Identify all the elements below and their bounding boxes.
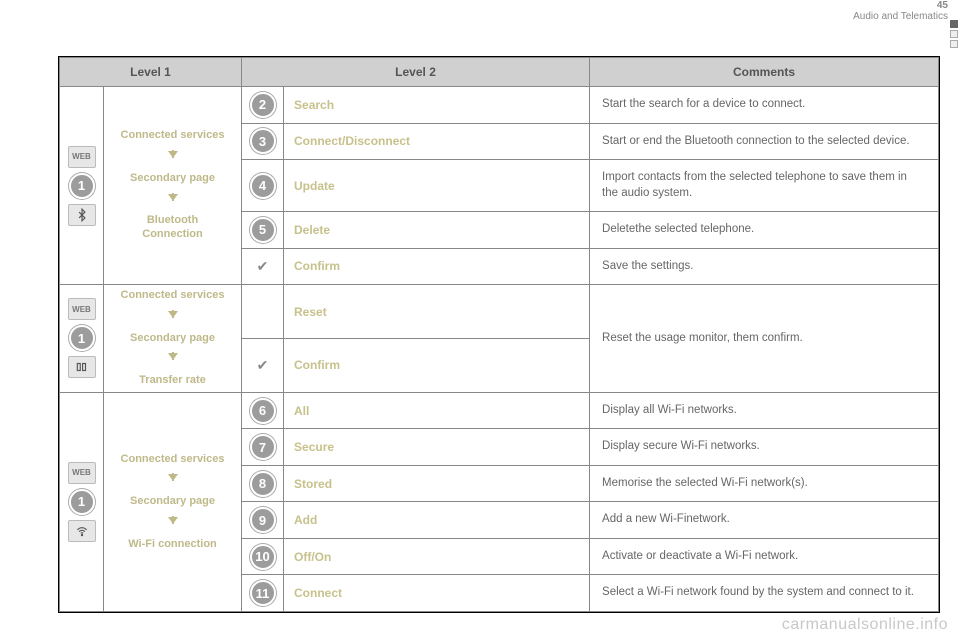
- col-level2: Level 2: [242, 58, 590, 87]
- comment: Select a Wi-Fi network found by the syst…: [590, 575, 939, 612]
- step-num: 8: [242, 465, 284, 502]
- table-row: WEB 1 Connected services Secondary page …: [60, 285, 939, 339]
- step-num: 5: [242, 212, 284, 249]
- step-num: 6: [242, 392, 284, 429]
- sidebar-marker: [950, 40, 958, 48]
- step-num: 4: [242, 160, 284, 212]
- lvl1-wifi: Connected services Secondary page Wi-Fi …: [104, 392, 242, 611]
- lvl2-label: Update: [284, 160, 590, 212]
- watermark: carmanualsonline.info: [782, 616, 948, 634]
- comment: Reset the usage monitor, them confirm.: [590, 285, 939, 393]
- lvl2-label: Confirm: [284, 248, 590, 285]
- comment: Display all Wi-Fi networks.: [590, 392, 939, 429]
- step-num: 11: [242, 575, 284, 612]
- lvl1-text: Wi-Fi connection: [106, 538, 239, 552]
- comment: Import contacts from the selected teleph…: [590, 160, 939, 212]
- settings-table: Level 1 Level 2 Comments WEB 1 Connected…: [58, 56, 940, 613]
- comment: Save the settings.: [590, 248, 939, 285]
- step-num: 7: [242, 429, 284, 466]
- checkmark-icon: ✔: [242, 248, 284, 285]
- lvl2-label: All: [284, 392, 590, 429]
- lvl2-label: Delete: [284, 212, 590, 249]
- lvl2-label: Stored: [284, 465, 590, 502]
- step-num: 3: [242, 123, 284, 160]
- sidebar-marker: [950, 30, 958, 38]
- lvl1-text: Secondary page: [106, 332, 239, 346]
- lvl1-text: Secondary page: [106, 495, 239, 509]
- comment: Add a new Wi-Finetwork.: [590, 502, 939, 539]
- lvl2-label: Add: [284, 502, 590, 539]
- bluetooth-icon: [68, 204, 96, 226]
- lvl1-text: Bluetooth: [106, 214, 239, 228]
- step-circle: 1: [69, 489, 95, 515]
- web-icon: WEB: [68, 146, 96, 168]
- lvl1-text: Connection: [106, 228, 239, 242]
- arrow-down-icon: [168, 345, 178, 374]
- checkmark-icon: ✔: [242, 338, 284, 392]
- section-title: Audio and Telematics: [853, 11, 948, 22]
- table-header-row: Level 1 Level 2 Comments: [60, 58, 939, 87]
- web-icon: WEB: [68, 462, 96, 484]
- page-number: 45: [853, 0, 948, 11]
- lvl1-text: Connected services: [106, 453, 239, 467]
- wifi-icon: [68, 520, 96, 542]
- page-header: 45 Audio and Telematics: [853, 0, 948, 22]
- arrow-down-icon: [168, 466, 178, 495]
- right-sidebar: [950, 20, 958, 48]
- arrow-down-icon: [168, 143, 178, 172]
- lvl2-label: Connect: [284, 575, 590, 612]
- lvl2-label: Search: [284, 87, 590, 124]
- icon-cell-rate: WEB 1: [60, 285, 104, 393]
- table-row: WEB 1 Connected services Secondary page …: [60, 87, 939, 124]
- icon-cell-wifi: WEB 1: [60, 392, 104, 611]
- lvl2-label: Confirm: [284, 338, 590, 392]
- arrow-down-icon: [168, 303, 178, 332]
- arrow-down-icon: [168, 509, 178, 538]
- lvl1-text: Connected services: [106, 289, 239, 303]
- comment: Memorise the selected Wi-Fi network(s).: [590, 465, 939, 502]
- comment: Deletethe selected telephone.: [590, 212, 939, 249]
- comment: Start the search for a device to connect…: [590, 87, 939, 124]
- lvl2-label: Off/On: [284, 538, 590, 575]
- comment: Display secure Wi-Fi networks.: [590, 429, 939, 466]
- web-icon: WEB: [68, 298, 96, 320]
- col-comments: Comments: [590, 58, 939, 87]
- lvl2-label: Reset: [284, 285, 590, 339]
- step-circle: 1: [69, 325, 95, 351]
- lvl1-text: Secondary page: [106, 172, 239, 186]
- lvl1-rate: Connected services Secondary page Transf…: [104, 285, 242, 393]
- step-num: 10: [242, 538, 284, 575]
- lvl2-label: Secure: [284, 429, 590, 466]
- table-row: WEB 1 Connected services Secondary page …: [60, 392, 939, 429]
- col-level1: Level 1: [60, 58, 242, 87]
- step-num: [242, 285, 284, 339]
- icon-cell-bluetooth: WEB 1: [60, 87, 104, 285]
- step-num: 2: [242, 87, 284, 124]
- lvl1-text: Connected services: [106, 129, 239, 143]
- step-num: 9: [242, 502, 284, 539]
- arrow-down-icon: [168, 186, 178, 215]
- gauge-icon: [68, 356, 96, 378]
- lvl1-bluetooth: Connected services Secondary page Blueto…: [104, 87, 242, 285]
- lvl1-text: Transfer rate: [106, 374, 239, 388]
- comment: Start or end the Bluetooth connection to…: [590, 123, 939, 160]
- lvl2-label: Connect/Disconnect: [284, 123, 590, 160]
- sidebar-marker: [950, 20, 958, 28]
- step-circle: 1: [69, 173, 95, 199]
- comment: Activate or deactivate a Wi-Fi network.: [590, 538, 939, 575]
